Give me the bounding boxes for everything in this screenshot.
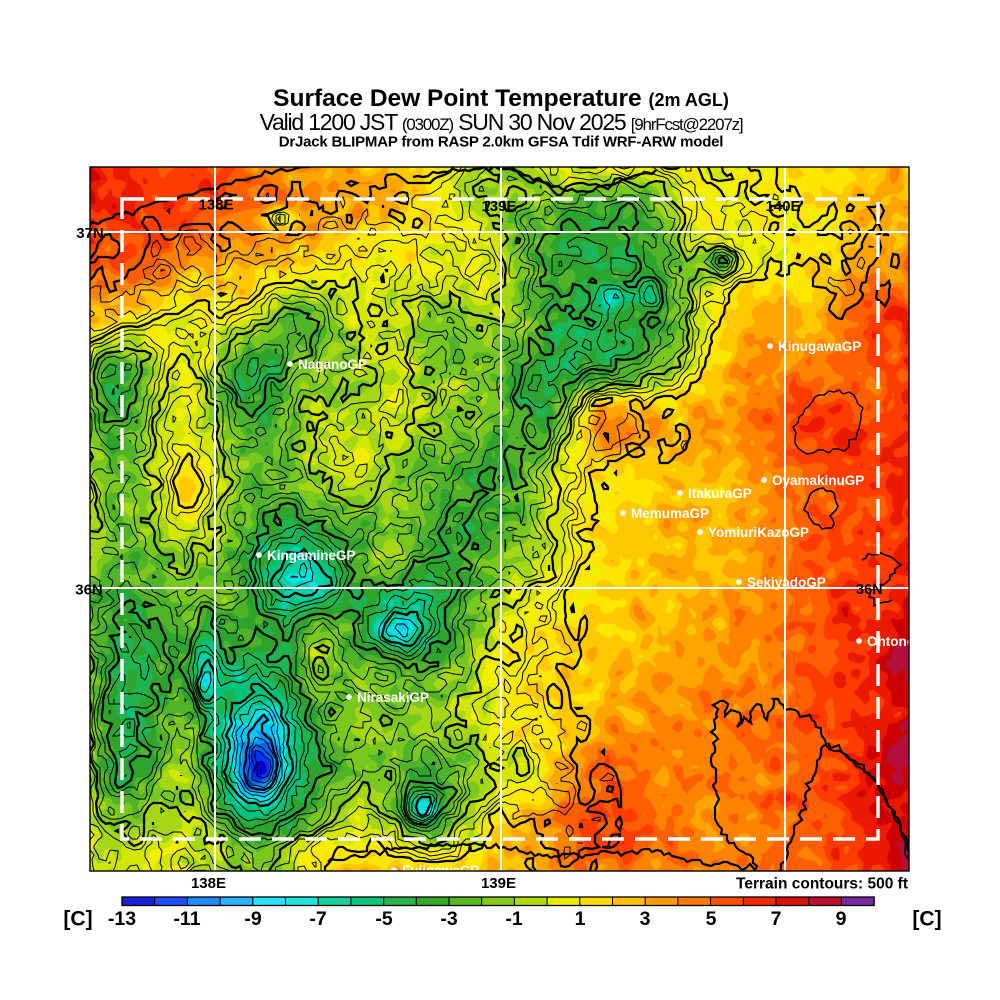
svg-text:DrJack BLIPMAP from RASP 2.0km: DrJack BLIPMAP from RASP 2.0km GFSA Tdif… bbox=[279, 134, 724, 151]
svg-text:3: 3 bbox=[640, 908, 651, 930]
svg-text:NirasakiGP: NirasakiGP bbox=[357, 690, 429, 705]
svg-text:KinugawaGP: KinugawaGP bbox=[778, 339, 861, 354]
svg-text:OhtoneGP: OhtoneGP bbox=[867, 634, 934, 649]
svg-text:SekiyadoGP: SekiyadoGP bbox=[747, 575, 826, 590]
svg-text:36N: 36N bbox=[856, 582, 883, 598]
svg-text:YomiuriKazoGP: YomiuriKazoGP bbox=[708, 525, 809, 540]
svg-text:[C]: [C] bbox=[912, 908, 941, 931]
svg-text:5: 5 bbox=[706, 908, 717, 930]
svg-text:140E: 140E bbox=[765, 198, 800, 215]
svg-text:KingamineGP: KingamineGP bbox=[267, 548, 356, 563]
svg-text:ItakuraGP: ItakuraGP bbox=[688, 486, 752, 501]
svg-text:-9: -9 bbox=[244, 908, 261, 930]
svg-text:139E: 139E bbox=[481, 875, 516, 892]
svg-text:1: 1 bbox=[575, 908, 586, 930]
svg-text:9: 9 bbox=[836, 908, 847, 930]
svg-text:NaganoGP: NaganoGP bbox=[298, 357, 367, 372]
svg-text:[C]: [C] bbox=[63, 908, 92, 931]
svg-text:Surface Dew Point Temperature: Surface Dew Point Temperature (2m AGL) bbox=[273, 85, 729, 112]
svg-text:139E: 139E bbox=[481, 198, 516, 215]
svg-text:OyamakinuGP: OyamakinuGP bbox=[772, 473, 864, 488]
svg-text:-1: -1 bbox=[505, 908, 522, 930]
svg-text:-11: -11 bbox=[173, 908, 200, 930]
svg-text:-13: -13 bbox=[108, 908, 136, 930]
svg-text:MemumaGP: MemumaGP bbox=[631, 506, 709, 521]
svg-text:7: 7 bbox=[771, 908, 782, 930]
svg-text:-5: -5 bbox=[375, 908, 392, 930]
svg-text:-3: -3 bbox=[440, 908, 457, 930]
svg-text:FujigawaGP: FujigawaGP bbox=[402, 863, 479, 878]
svg-text:36N: 36N bbox=[75, 582, 103, 599]
svg-text:37N: 37N bbox=[76, 225, 104, 242]
svg-text:138E: 138E bbox=[191, 875, 226, 892]
svg-text:138E: 138E bbox=[198, 197, 233, 214]
svg-text:Terrain contours: 500 ft: Terrain contours: 500 ft bbox=[736, 876, 908, 893]
svg-text:-7: -7 bbox=[309, 908, 326, 930]
